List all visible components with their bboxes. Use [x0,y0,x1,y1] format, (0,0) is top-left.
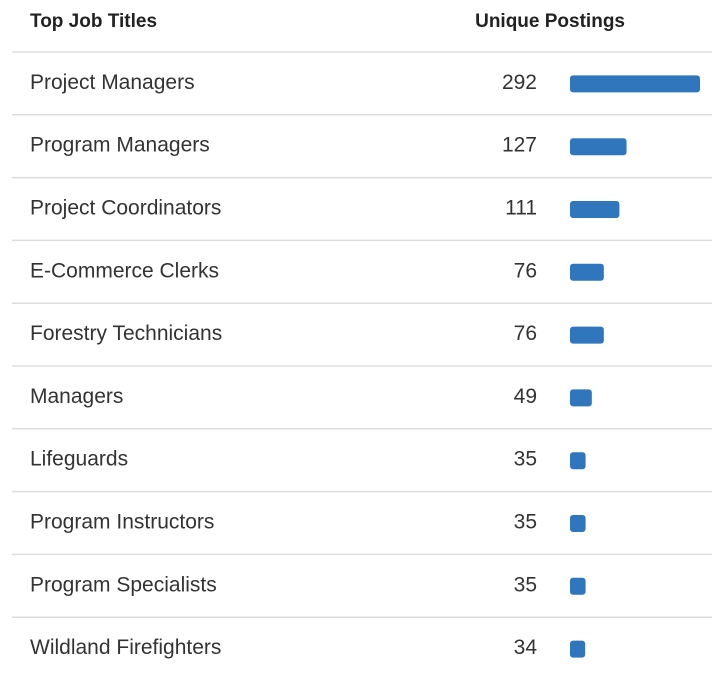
job-title: Program Instructors [30,511,214,534]
job-title: Program Specialists [30,573,217,596]
bar [570,263,604,281]
bar [570,640,586,658]
bar [570,138,627,156]
column-header: Top Job Titles [30,11,157,32]
posting-count: 35 [514,448,537,471]
job-title: Wildland Firefighters [30,636,221,659]
bar [570,326,604,344]
posting-count: 292 [502,71,537,94]
posting-count: 34 [514,636,538,659]
posting-count: 127 [502,134,537,157]
bar [570,515,586,532]
posting-count: 111 [505,197,537,220]
posting-count: 49 [514,385,537,408]
posting-count: 76 [514,259,537,282]
bar [570,577,586,595]
posting-count: 35 [514,511,537,534]
job-title: Managers [30,385,123,408]
bar [570,75,700,93]
job-title: Project Managers [30,71,195,94]
bar [570,201,620,218]
posting-count: 76 [514,322,537,345]
job-title: Forestry Technicians [30,322,222,345]
job-title: Lifeguards [30,448,128,471]
bar [570,452,586,470]
bar [570,389,592,407]
job-title: Project Coordinators [30,197,221,220]
job-title: Program Managers [30,134,210,157]
column-header: Unique Postings [475,11,625,32]
job-title: E-Commerce Clerks [30,259,219,282]
posting-count: 35 [514,573,537,596]
